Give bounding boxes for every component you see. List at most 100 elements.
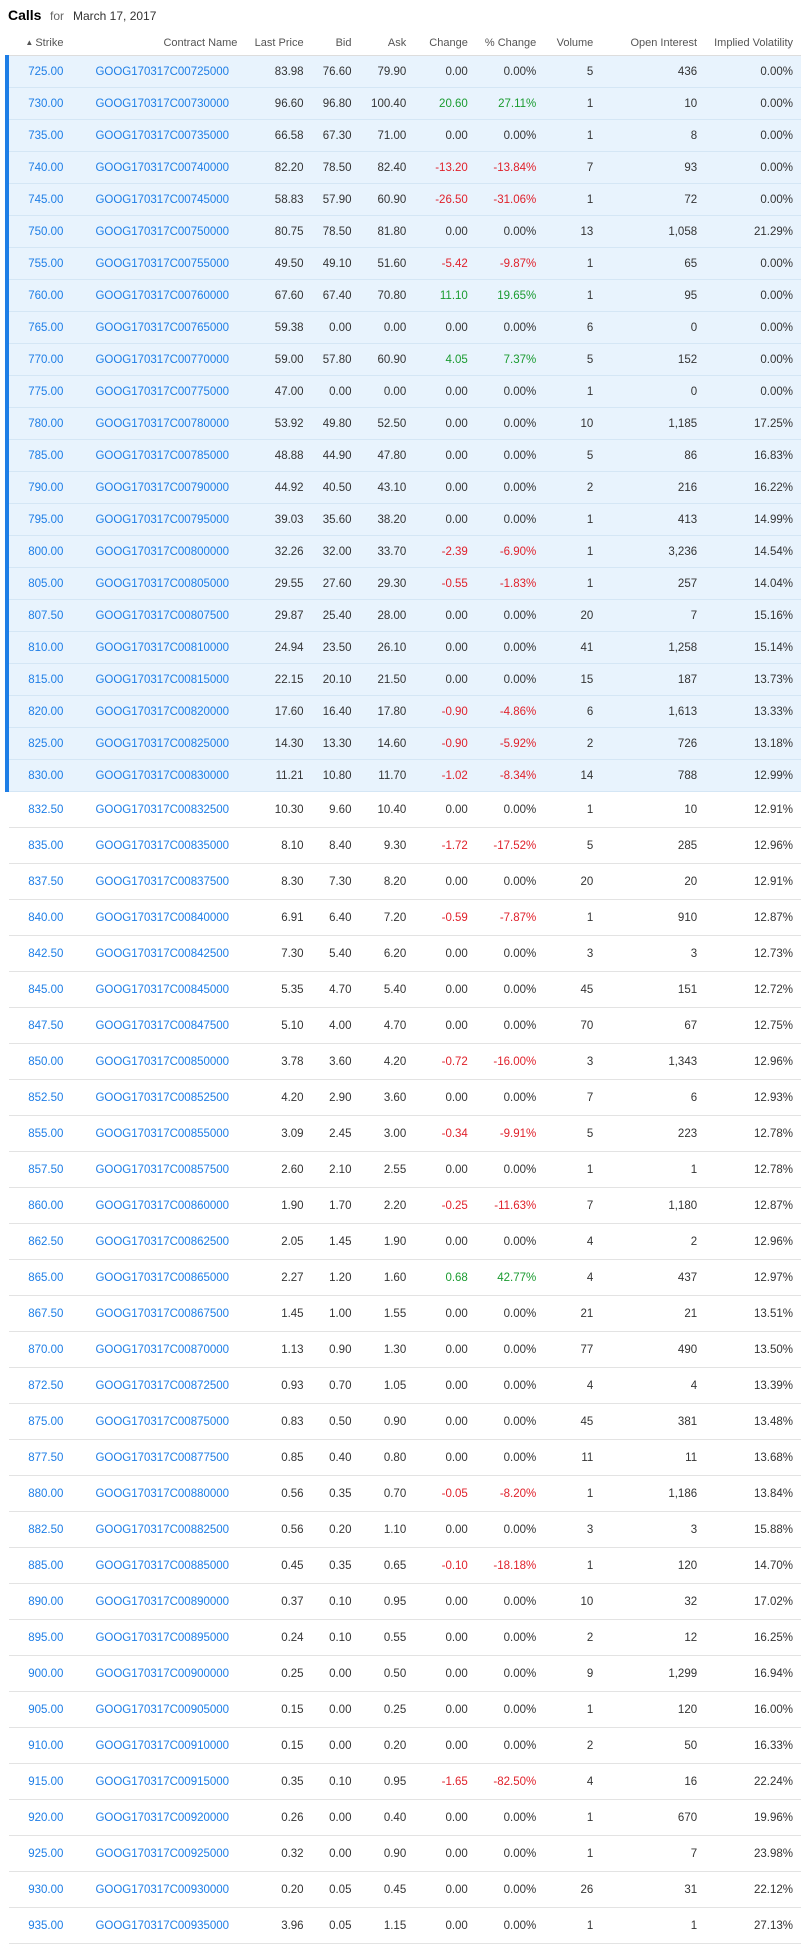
contract-name-link[interactable]: GOOG170317C00810000 [75, 631, 238, 664]
strike-link[interactable]: 920.00 [7, 1799, 76, 1836]
contract-name-link[interactable]: GOOG170317C00865000 [75, 1259, 238, 1296]
strike-link[interactable]: 935.00 [7, 1907, 76, 1944]
strike-link[interactable]: 870.00 [7, 1331, 76, 1368]
contract-name-link[interactable]: GOOG170317C00795000 [75, 503, 238, 536]
column-header-strike[interactable]: ▲ Strike [7, 30, 76, 56]
strike-link[interactable]: 862.50 [7, 1223, 76, 1260]
strike-link[interactable]: 885.00 [7, 1547, 76, 1584]
column-header-contract-name[interactable]: Contract Name [75, 30, 238, 56]
contract-name-link[interactable]: GOOG170317C00770000 [75, 343, 238, 376]
strike-link[interactable]: 842.50 [7, 935, 76, 972]
strike-link[interactable]: 830.00 [4, 759, 76, 792]
contract-name-link[interactable]: GOOG170317C00765000 [75, 311, 238, 344]
contract-name-link[interactable]: GOOG170317C00867500 [75, 1295, 238, 1332]
contract-name-link[interactable]: GOOG170317C00872500 [75, 1367, 238, 1404]
strike-link[interactable]: 775.00 [4, 375, 76, 408]
strike-link[interactable]: 770.00 [4, 343, 76, 376]
column-header-implied-volatility[interactable]: Implied Volatility [697, 30, 801, 56]
contract-name-link[interactable]: GOOG170317C00845000 [75, 971, 238, 1008]
strike-link[interactable]: 930.00 [7, 1871, 76, 1908]
strike-link[interactable]: 725.00 [4, 55, 76, 88]
strike-link[interactable]: 765.00 [4, 311, 76, 344]
contract-name-link[interactable]: GOOG170317C00820000 [75, 695, 238, 728]
contract-name-link[interactable]: GOOG170317C00800000 [75, 535, 238, 568]
strike-link[interactable]: 877.50 [7, 1439, 76, 1476]
strike-link[interactable]: 755.00 [4, 247, 76, 280]
strike-link[interactable]: 860.00 [7, 1187, 76, 1224]
contract-name-link[interactable]: GOOG170317C00930000 [75, 1871, 238, 1908]
strike-link[interactable]: 890.00 [7, 1583, 76, 1620]
column-header-volume[interactable]: Volume [536, 30, 594, 56]
strike-link[interactable]: 785.00 [4, 439, 76, 472]
strike-link[interactable]: 875.00 [7, 1403, 76, 1440]
contract-name-link[interactable]: GOOG170317C00920000 [75, 1799, 238, 1836]
contract-name-link[interactable]: GOOG170317C00877500 [75, 1439, 238, 1476]
strike-link[interactable]: 882.50 [7, 1511, 76, 1548]
contract-name-link[interactable]: GOOG170317C00825000 [75, 727, 238, 760]
contract-name-link[interactable]: GOOG170317C00725000 [75, 55, 238, 88]
contract-name-link[interactable]: GOOG170317C00750000 [75, 215, 238, 248]
strike-link[interactable]: 895.00 [7, 1619, 76, 1656]
strike-link[interactable]: 845.00 [7, 971, 76, 1008]
contract-name-link[interactable]: GOOG170317C00785000 [75, 439, 238, 472]
strike-link[interactable]: 900.00 [7, 1655, 76, 1692]
column-header-last-price[interactable]: Last Price [237, 30, 304, 56]
strike-link[interactable]: 865.00 [7, 1259, 76, 1296]
contract-name-link[interactable]: GOOG170317C00790000 [75, 471, 238, 504]
contract-name-link[interactable]: GOOG170317C00842500 [75, 935, 238, 972]
strike-link[interactable]: 850.00 [7, 1043, 76, 1080]
contract-name-link[interactable]: GOOG170317C00905000 [75, 1691, 238, 1728]
contract-name-link[interactable]: GOOG170317C00755000 [75, 247, 238, 280]
contract-name-link[interactable]: GOOG170317C00935000 [75, 1907, 238, 1944]
contract-name-link[interactable]: GOOG170317C00895000 [75, 1619, 238, 1656]
strike-link[interactable]: 825.00 [4, 727, 76, 760]
strike-link[interactable]: 872.50 [7, 1367, 76, 1404]
strike-link[interactable]: 820.00 [4, 695, 76, 728]
strike-link[interactable]: 740.00 [4, 151, 76, 184]
contract-name-link[interactable]: GOOG170317C00740000 [75, 151, 238, 184]
strike-link[interactable]: 852.50 [7, 1079, 76, 1116]
strike-link[interactable]: 735.00 [4, 119, 76, 152]
strike-link[interactable]: 810.00 [4, 631, 76, 664]
contract-name-link[interactable]: GOOG170317C00880000 [75, 1475, 238, 1512]
strike-link[interactable]: 807.50 [4, 599, 76, 632]
strike-link[interactable]: 760.00 [4, 279, 76, 312]
contract-name-link[interactable]: GOOG170317C00847500 [75, 1007, 238, 1044]
contract-name-link[interactable]: GOOG170317C00780000 [75, 407, 238, 440]
contract-name-link[interactable]: GOOG170317C00890000 [75, 1583, 238, 1620]
contract-name-link[interactable]: GOOG170317C00915000 [75, 1763, 238, 1800]
contract-name-link[interactable]: GOOG170317C00760000 [75, 279, 238, 312]
strike-link[interactable]: 800.00 [4, 535, 76, 568]
contract-name-link[interactable]: GOOG170317C00882500 [75, 1511, 238, 1548]
strike-link[interactable]: 790.00 [4, 471, 76, 504]
contract-name-link[interactable]: GOOG170317C00860000 [75, 1187, 238, 1224]
contract-name-link[interactable]: GOOG170317C00862500 [75, 1223, 238, 1260]
strike-link[interactable]: 745.00 [4, 183, 76, 216]
column-header-change[interactable]: Change [406, 30, 468, 56]
strike-link[interactable]: 805.00 [4, 567, 76, 600]
contract-name-link[interactable]: GOOG170317C00775000 [75, 375, 238, 408]
contract-name-link[interactable]: GOOG170317C00837500 [75, 863, 238, 900]
strike-link[interactable]: 835.00 [7, 827, 76, 864]
contract-name-link[interactable]: GOOG170317C00870000 [75, 1331, 238, 1368]
strike-link[interactable]: 925.00 [7, 1835, 76, 1872]
strike-link[interactable]: 915.00 [7, 1763, 76, 1800]
expiration-date[interactable]: March 17, 2017 [73, 9, 157, 23]
contract-name-link[interactable]: GOOG170317C00745000 [75, 183, 238, 216]
contract-name-link[interactable]: GOOG170317C00925000 [75, 1835, 238, 1872]
contract-name-link[interactable]: GOOG170317C00815000 [75, 663, 238, 696]
contract-name-link[interactable]: GOOG170317C00855000 [75, 1115, 238, 1152]
contract-name-link[interactable]: GOOG170317C00875000 [75, 1403, 238, 1440]
contract-name-link[interactable]: GOOG170317C00857500 [75, 1151, 238, 1188]
strike-link[interactable]: 905.00 [7, 1691, 76, 1728]
column-header-percent-change[interactable]: % Change [467, 30, 537, 56]
contract-name-link[interactable]: GOOG170317C00830000 [75, 759, 238, 792]
strike-link[interactable]: 780.00 [4, 407, 76, 440]
column-header-ask[interactable]: Ask [351, 30, 407, 56]
column-header-bid[interactable]: Bid [303, 30, 352, 56]
contract-name-link[interactable]: GOOG170317C00900000 [75, 1655, 238, 1692]
strike-link[interactable]: 832.50 [7, 791, 76, 828]
contract-name-link[interactable]: GOOG170317C00805000 [75, 567, 238, 600]
strike-link[interactable]: 867.50 [7, 1295, 76, 1332]
contract-name-link[interactable]: GOOG170317C00807500 [75, 599, 238, 632]
